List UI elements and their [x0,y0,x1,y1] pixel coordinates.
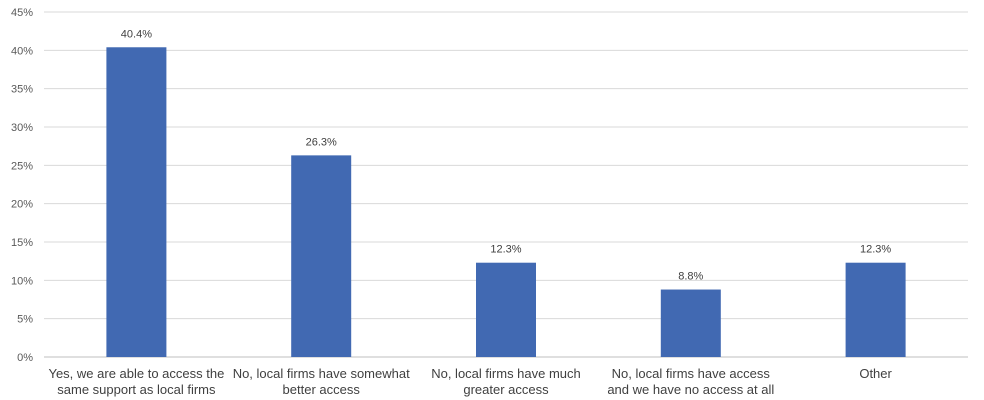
x-tick-label: Yes, we are able to access the [48,366,224,381]
y-tick-label: 0% [17,352,33,364]
y-tick-label: 35% [11,84,33,96]
x-tick-label: better access [283,382,361,397]
x-tick-label: greater access [463,382,549,397]
data-label: 12.3% [490,244,521,256]
bars [106,47,906,358]
bar [476,262,536,357]
y-tick-label: 5% [17,314,33,326]
y-tick-label: 20% [11,199,33,211]
data-label: 12.3% [860,244,891,256]
y-tick-label: 10% [11,275,33,287]
y-tick-label: 25% [11,160,33,172]
x-tick-label: No, local firms have somewhat [233,366,410,381]
x-tick-label: No, local firms have access [612,366,771,381]
bar [106,47,167,358]
data-label: 8.8% [678,271,703,283]
data-label: 26.3% [306,136,337,148]
x-tick-label: No, local firms have much [431,366,581,381]
x-tick-label: and we have no access at all [607,382,774,397]
y-tick-label: 45% [11,7,33,19]
x-tick-label: same support as local firms [57,382,216,397]
bar [291,155,352,357]
gridlines [44,11,968,358]
bar [845,262,906,357]
y-axis-ticks: 0% 5% 10% 15% 20% 25% 30% 35% 40% 45% [11,7,33,364]
y-tick-label: 40% [11,45,33,57]
bar [660,289,721,357]
y-tick-label: 30% [11,122,33,134]
data-label: 40.4% [121,28,152,40]
x-tick-label: Other [859,366,892,381]
y-tick-label: 15% [11,237,33,249]
data-labels: 40.4% 26.3% 12.3% 8.8% 12.3% [121,28,892,282]
